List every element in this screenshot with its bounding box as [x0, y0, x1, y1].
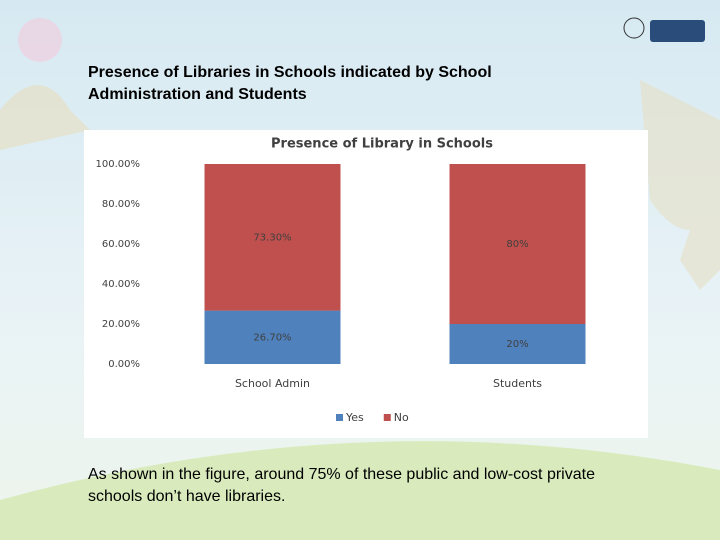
decor-logo: [650, 20, 705, 42]
legend-label: No: [394, 411, 409, 424]
y-tick-label: 20.00%: [102, 319, 140, 330]
caption-box: As shown in the figure, around 75% of th…: [88, 466, 595, 505]
y-tick-label: 0.00%: [108, 359, 140, 370]
bar-segment: [449, 164, 586, 324]
y-tick-label: 80.00%: [102, 199, 140, 210]
bar-segment: [449, 324, 586, 364]
chart-title: Presence of Library in Schools: [271, 137, 493, 152]
y-tick-label: 40.00%: [102, 279, 140, 290]
bar-segment: [204, 310, 341, 364]
bar-segment: [204, 164, 341, 311]
y-tick-label: 100.00%: [96, 159, 141, 170]
slide-title-box: Presence of Libraries in Schools indicat…: [88, 64, 492, 103]
slide-title: Presence of Libraries in Schools indicat…: [88, 64, 492, 103]
x-tick-label: School Admin: [235, 377, 310, 390]
decor-rock: [640, 80, 720, 290]
plot: 0.00% 20.00% 40.00% 60.00% 80.00% 100.00% 26.7…: [96, 159, 586, 424]
data-label: 73.30%: [253, 232, 291, 243]
decor-logo: [623, 17, 645, 39]
caption: As shown in the figure, around 75% of th…: [88, 466, 595, 505]
legend-label: Yes: [345, 411, 364, 424]
data-label: 80%: [506, 239, 528, 250]
decor-logo: [18, 18, 62, 62]
data-label: 20%: [506, 339, 528, 350]
y-tick-label: 60.00%: [102, 239, 140, 250]
legend-swatch: [383, 414, 391, 421]
x-tick-label: Students: [493, 377, 542, 390]
decor-rock: [0, 85, 90, 150]
legend-swatch: [336, 414, 343, 421]
decor-hill: [0, 441, 720, 540]
data-label: 26.70%: [253, 332, 291, 343]
